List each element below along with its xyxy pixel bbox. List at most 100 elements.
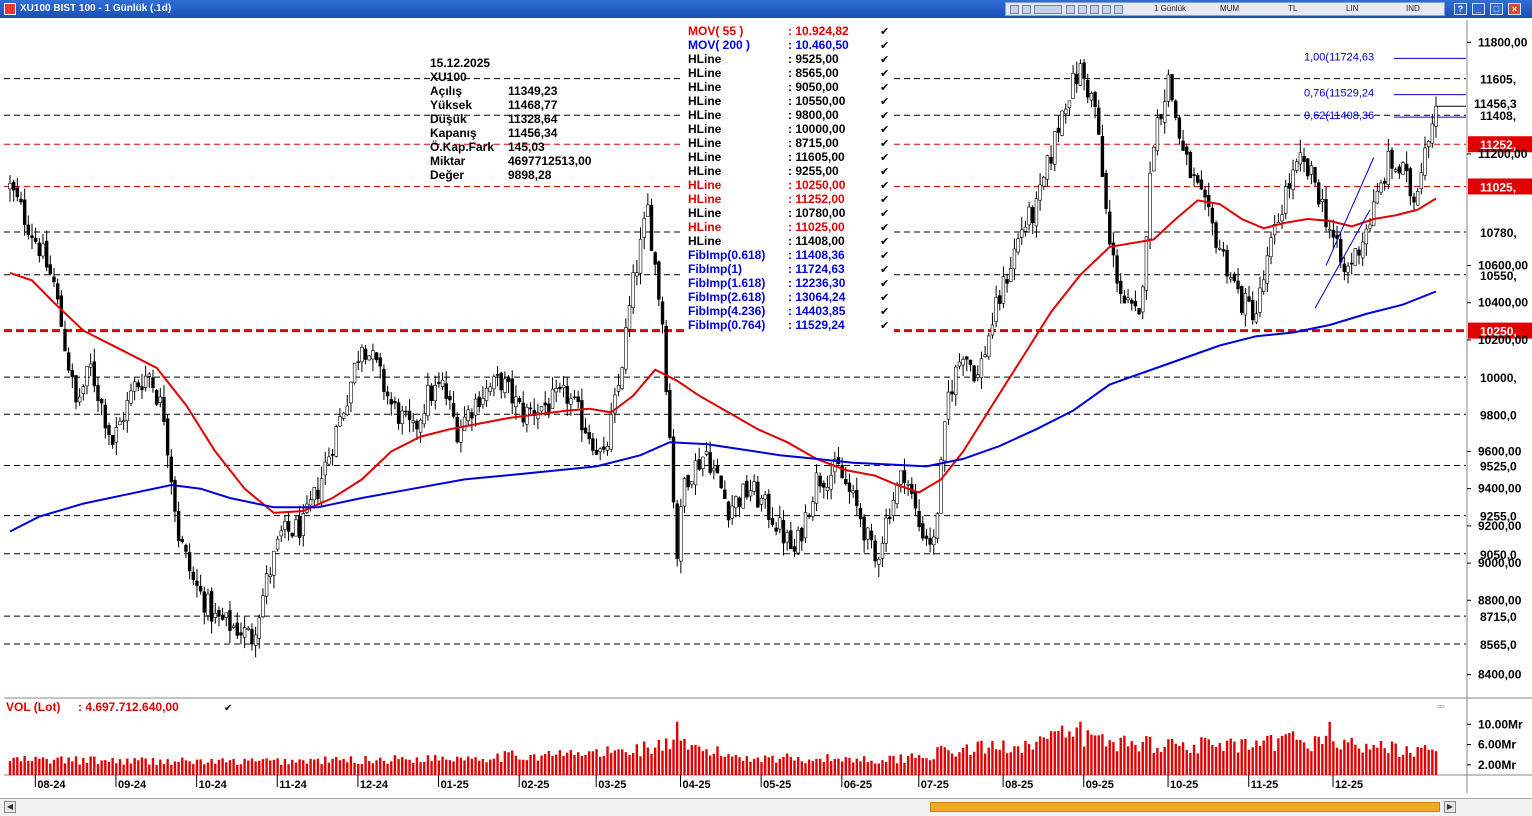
settings-icon[interactable] [1114,5,1123,14]
minimize-button[interactable]: _ [1472,3,1485,15]
grid-icon[interactable] [1090,5,1099,14]
scroll-left-button[interactable]: ◀ [4,801,16,813]
candle-body [378,357,382,367]
volume-bar [1108,740,1111,775]
indicator-visible-icon: ✔ [880,180,889,192]
indicator-visible-icon: ✔ [880,68,889,80]
candle-body [1412,196,1416,203]
moving-average-line [9,197,1437,514]
candle-body [888,516,892,520]
candle-body [987,335,991,358]
indicator-label: FibImp(1) [688,262,742,276]
volume-bar [115,763,118,775]
candle-body [308,499,313,506]
indicator-visible-icon: ✔ [880,82,889,94]
volume-bar [470,758,474,775]
candle-body [605,445,610,451]
volume-bar [697,746,701,775]
volume-bar [1222,750,1225,775]
candle-body [1236,280,1240,290]
volume-bar [833,758,837,775]
pencil-icon[interactable] [1066,5,1075,14]
candle-body [261,595,265,618]
indicator-visible-icon: ✔ [880,236,889,248]
volume-bar [489,759,492,775]
period-button[interactable]: 1 Günlük [1154,4,1187,13]
volume-bar [188,761,191,775]
candle-body [1027,206,1031,226]
candle-body [869,530,874,541]
date-tick-label: 11-24 [279,779,307,791]
hline-label-bg [1468,322,1532,339]
volume-bar [569,750,573,775]
chart-type-button[interactable]: MUM [1220,4,1240,13]
scroll-right-button[interactable]: ▶ [1444,801,1456,813]
maximize-button[interactable]: □ [1490,3,1503,15]
volume-bar [730,756,734,775]
volume-bar [1372,745,1375,775]
date-tick-label: 08-25 [1005,779,1033,791]
indicator-button[interactable]: IND [1406,4,1420,13]
candle-body [580,400,584,431]
candle-body [858,507,863,520]
price-chart[interactable]: 11605, 11408, 11252, 11025, 10780, 10550, 1025… [0,18,1532,798]
scroll-thumb[interactable] [930,802,1440,812]
candle-body [382,368,386,392]
volume-bar [573,755,576,775]
volume-bar [129,763,133,775]
candle-body [1342,263,1347,272]
price-axis: 11800,00 11200,00 10600,00 10400,00 10200,00… [4,20,1532,793]
arrows-icon[interactable] [1102,5,1111,14]
indicator-value: : 10780,00 [788,206,846,220]
format-icon[interactable] [1034,5,1062,14]
candle-body [429,385,434,401]
volume-bar [1236,752,1240,775]
candle-body [602,446,606,450]
candle-body [349,381,353,404]
draw-tool-icon[interactable] [1010,5,1019,14]
candle-body [1166,74,1171,102]
candle-body [877,558,881,565]
hline-label: 11605, [1480,73,1516,87]
candle-body [558,386,562,390]
indicator-legend-bg [684,22,894,334]
zoom-icon[interactable] [1078,5,1087,14]
candle-body [162,396,166,422]
indicator-value: : 11724,63 [788,262,845,276]
volume-bar [93,756,96,775]
help-button[interactable]: ? [1454,3,1467,15]
volume-bar [969,754,972,775]
date-tick-label: 05-25 [763,779,791,791]
volume-bar [467,756,470,775]
volume-bar [741,760,745,775]
hline-label: 9255,0 [1480,510,1517,524]
scale-button[interactable]: LIN [1346,4,1359,13]
candle-body [1316,182,1321,205]
volume-bar [283,759,287,775]
volume-bar [708,755,712,775]
indicator-label: HLine [688,52,722,66]
candle-body [1265,255,1270,284]
indicator-visible-icon: ✔ [880,320,889,332]
candle-body [129,390,133,404]
volume-bar [118,759,122,775]
volume-bar [71,761,74,775]
window-title: XU100 BIST 100 - 1 Günlük (.1d) [20,3,172,14]
candle-body [598,448,602,453]
candle-body [965,356,969,360]
volume-bar [998,749,1001,775]
volume-bar [939,746,943,775]
candle-body [708,452,712,473]
line-tool-icon[interactable] [1022,5,1031,14]
candle-body [704,450,709,455]
currency-button[interactable]: TL [1288,4,1298,13]
volume-bar [1031,749,1034,775]
close-button[interactable]: × [1508,3,1521,15]
chart-scrollbar[interactable]: ◀ ▶ [0,798,1532,816]
indicator-visible-icon: ✔ [880,110,889,122]
candle-body [187,552,192,572]
volume-bar [1112,742,1115,775]
volume-bar [1420,747,1423,775]
indicator-label: HLine [688,94,722,108]
volume-bar [1350,737,1353,775]
